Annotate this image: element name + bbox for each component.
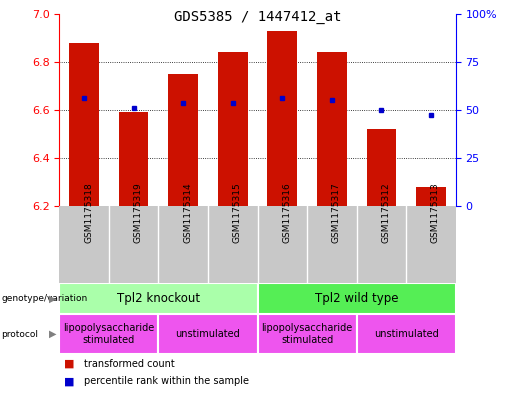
Text: GSM1175316: GSM1175316 xyxy=(282,182,291,243)
Bar xyxy=(69,43,99,206)
Text: lipopolysaccharide
stimulated: lipopolysaccharide stimulated xyxy=(262,323,353,345)
Text: GSM1175314: GSM1175314 xyxy=(183,182,192,243)
Bar xyxy=(158,314,258,354)
Text: ■: ■ xyxy=(64,376,75,386)
Text: GSM1175312: GSM1175312 xyxy=(382,182,390,243)
Bar xyxy=(258,283,456,314)
Bar xyxy=(59,314,158,354)
Bar xyxy=(118,112,148,206)
Text: genotype/variation: genotype/variation xyxy=(1,294,87,303)
Bar xyxy=(317,52,347,206)
Bar xyxy=(367,129,396,206)
Text: ■: ■ xyxy=(64,358,75,369)
Bar xyxy=(168,74,198,206)
Bar xyxy=(356,314,456,354)
Text: GSM1175315: GSM1175315 xyxy=(233,182,242,243)
Text: ▶: ▶ xyxy=(49,294,57,304)
Text: GSM1175318: GSM1175318 xyxy=(84,182,93,243)
Bar xyxy=(218,52,248,206)
Text: GSM1175317: GSM1175317 xyxy=(332,182,341,243)
Bar xyxy=(258,314,356,354)
Text: protocol: protocol xyxy=(1,330,38,338)
Text: transformed count: transformed count xyxy=(84,358,175,369)
Text: lipopolysaccharide
stimulated: lipopolysaccharide stimulated xyxy=(63,323,154,345)
Text: percentile rank within the sample: percentile rank within the sample xyxy=(84,376,249,386)
Text: GSM1175313: GSM1175313 xyxy=(431,182,440,243)
Text: unstimulated: unstimulated xyxy=(176,329,241,339)
Bar xyxy=(267,31,297,206)
Text: GSM1175319: GSM1175319 xyxy=(133,182,143,243)
Text: unstimulated: unstimulated xyxy=(374,329,439,339)
Bar xyxy=(59,283,258,314)
Text: Tpl2 knockout: Tpl2 knockout xyxy=(117,292,200,305)
Bar xyxy=(416,187,446,206)
Text: Tpl2 wild type: Tpl2 wild type xyxy=(315,292,399,305)
Text: GDS5385 / 1447412_at: GDS5385 / 1447412_at xyxy=(174,10,341,24)
Text: ▶: ▶ xyxy=(49,329,57,339)
